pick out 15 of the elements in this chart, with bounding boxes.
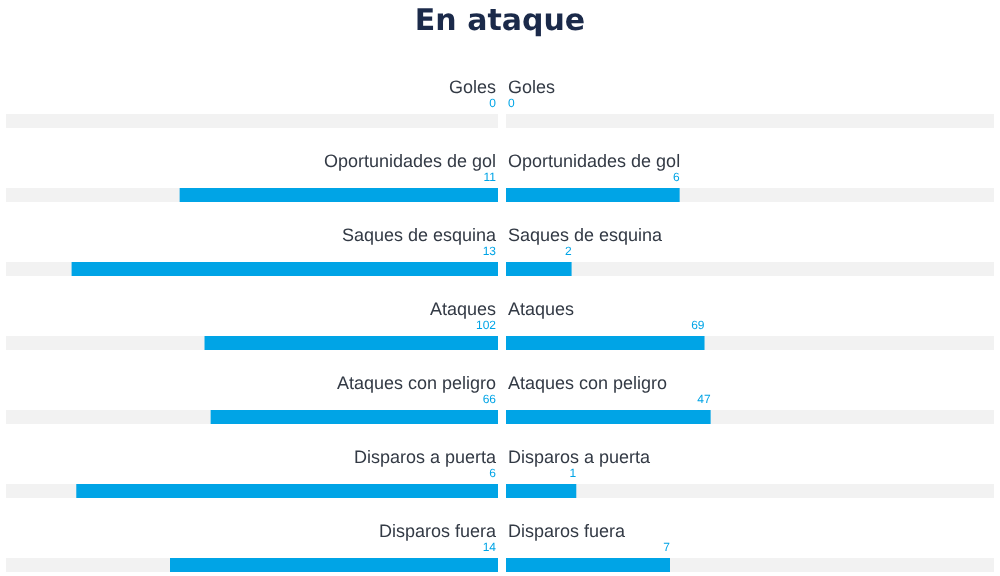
category-label: Disparos fuera [378, 520, 496, 541]
text: En ataque [414, 1, 586, 38]
category-label: Ataques [508, 298, 575, 319]
category-label: Goles [508, 76, 556, 97]
category-label: Saques de esquina [508, 224, 663, 245]
category-label: Ataques con peligro [508, 372, 668, 393]
category-label: Saques de esquina [341, 224, 496, 245]
category-label: Goles [448, 76, 497, 97]
category-label: Disparos a puerta [353, 446, 496, 467]
category-label: Oportunidades de gol [323, 150, 496, 171]
category-label: Disparos fuera [508, 520, 626, 541]
category-label: Oportunidades de gol [508, 150, 681, 171]
category-label: Ataques [429, 298, 497, 319]
category-label: Ataques con peligro [336, 372, 496, 393]
category-label: Disparos a puerta [508, 446, 651, 467]
